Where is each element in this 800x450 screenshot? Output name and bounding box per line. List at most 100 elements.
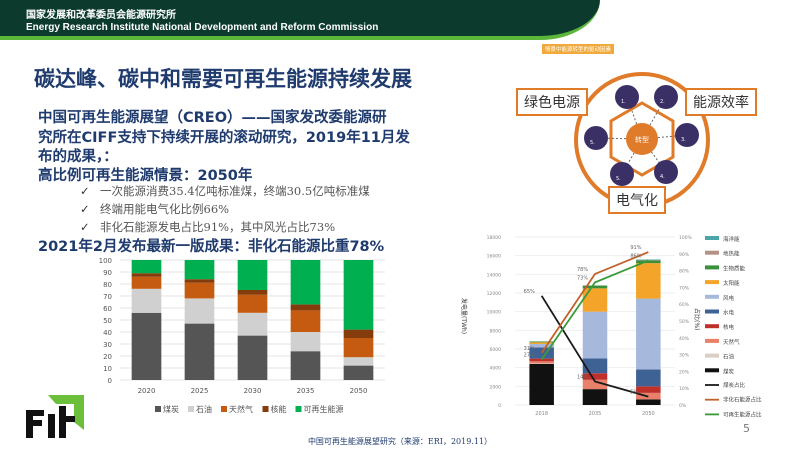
bar-segment-天然气: [184, 282, 215, 299]
bar-segment-煤炭: [529, 363, 554, 405]
bar-segment-石油: [237, 312, 268, 336]
legend-label: 核能: [271, 404, 287, 414]
bar-segment-天然气: [529, 361, 554, 364]
y2-tick-label: 80%: [679, 269, 690, 275]
y-tick-label: 100: [99, 257, 112, 265]
bullet-item: ✓ 一次能源消费35.4亿吨标准煤，终端30.5亿吨标准煤: [80, 183, 370, 199]
icon-number: 5.: [616, 176, 621, 182]
bar-segment-石油: [290, 332, 321, 352]
org-name-en: Energy Research Institute National Devel…: [26, 22, 379, 33]
legend-label: 天然气: [229, 404, 253, 414]
bar-segment-煤炭: [343, 365, 374, 380]
transition-diagram: 1. 2. 3. 4. 5. 5. 转型: [574, 72, 710, 208]
bar-segment-煤炭: [582, 389, 608, 405]
legend-label: 太阳能: [723, 279, 740, 287]
y-tick-label: 0: [108, 377, 112, 385]
y-tick-label: 30: [103, 341, 112, 349]
bar-segment-天然气: [290, 310, 321, 332]
y2-tick-label: 30%: [679, 353, 690, 359]
data-label: 91%: [630, 245, 641, 251]
y-tick-label: 10: [103, 365, 112, 373]
bar-segment-天然气: [131, 276, 162, 289]
bullet-text: 一次能源消费35.4亿吨标准煤，终端30.5亿吨标准煤: [100, 184, 370, 198]
bar-segment-太阳能: [582, 288, 608, 312]
y2-tick-label: 70%: [679, 285, 690, 291]
data-label: 86%: [630, 254, 641, 260]
x-tick-label: 2050: [350, 387, 368, 395]
y-tick-label: 70: [103, 293, 112, 301]
line-非化石能源占比: [540, 251, 649, 354]
legend-swatch: [221, 406, 227, 412]
legend-label: 石油: [723, 353, 735, 361]
legend-label: 煤炭: [723, 367, 735, 375]
legend-label: 可再生能源: [304, 404, 344, 414]
arrows-icon: [610, 162, 634, 186]
y-tick-label: 12000: [487, 291, 501, 297]
bar-segment-核能: [184, 279, 215, 283]
x-tick-label: 2035: [297, 387, 315, 395]
icon-number: 4.: [660, 174, 665, 180]
bar-segment-天然气: [343, 338, 374, 358]
bullet-item: ✓ 终端用能电气化比例66%: [80, 201, 229, 217]
eri-logo: [26, 395, 84, 438]
org-name-cn: 国家发展和改革委员会能源研究所: [26, 10, 176, 21]
y2-tick-label: 60%: [679, 302, 690, 308]
y2-tick-label: 0%: [679, 403, 687, 409]
x-tick-label: 2020: [138, 387, 156, 395]
bar-segment-煤炭: [636, 399, 661, 405]
coins-icon: [654, 160, 678, 184]
data-label: 5%: [630, 390, 638, 396]
data-label: 73%: [577, 275, 588, 281]
legend-swatch: [705, 250, 719, 255]
body-line: 布的成果，：: [38, 149, 118, 165]
x-tick-label: 2035: [589, 411, 602, 417]
bar-segment-煤炭: [184, 323, 215, 380]
bar-segment-核能: [343, 329, 374, 338]
legend-swatch: [705, 353, 719, 358]
legend-swatch: [705, 294, 719, 299]
center-circle: [626, 123, 658, 155]
legend-swatch: [705, 309, 719, 314]
bar-segment-核电: [582, 373, 608, 380]
bar-segment-生物质能: [636, 260, 661, 264]
bar-segment-可再生能源: [131, 260, 162, 274]
bar-segment-水电: [582, 358, 608, 374]
bar-segment-核能: [131, 273, 162, 277]
legend-swatch: [188, 406, 194, 412]
y-tick-label: 18000: [487, 235, 501, 241]
bar-segment-天然气: [582, 379, 608, 390]
bar-segment-煤炭: [237, 335, 268, 380]
bar-segment-生物质能: [582, 285, 608, 289]
legend-swatch: [262, 406, 269, 412]
bar-segment-石油: [184, 298, 215, 324]
header-banner: 国家发展和改革委员会能源研究所 Energy Research Institut…: [0, 0, 600, 40]
bullet-text: 非化石能源发电占比91%，其中风光占比73%: [100, 220, 336, 234]
check-icon: ✓: [80, 184, 90, 198]
legend-swatch: [705, 265, 719, 270]
y-tick-label: 16000: [487, 254, 501, 260]
x-tick-label: 2030: [244, 387, 262, 395]
label-green-power: 绿色电源: [516, 88, 588, 116]
scenario-heading: 高比例可再生能源情景：2050年: [38, 168, 253, 184]
bar-segment-风电: [636, 298, 661, 370]
power-generation-chart: 0 2000 4000 6000 8000 10000 12000 14000 16000 180…: [460, 235, 762, 418]
bullet-item: ✓ 非化石能源发电占比91%，其中风光占比73%: [80, 219, 335, 235]
bar-segment-可再生能源: [343, 260, 374, 330]
legend-label: 石油: [196, 404, 212, 414]
legend-swatch: [155, 406, 161, 412]
icon-number: 3.: [681, 137, 686, 143]
legend-label: 天然气: [723, 338, 740, 346]
bar-segment-太阳能: [529, 342, 554, 344]
y-tick-label: 60: [103, 305, 112, 313]
legend-label: 可再生能源占比: [723, 410, 762, 418]
bar-segment-石油: [343, 357, 374, 366]
legend-swatch: [705, 236, 719, 240]
bar-segment-天然气: [237, 294, 268, 313]
icon-number: 2.: [660, 99, 665, 105]
legend-label: 非化石能源占比: [723, 396, 762, 404]
body-line: 究所在CIFF支持下持续开展的滚动研究，2019年11月发: [38, 130, 410, 146]
wind-turbine-icon: [615, 85, 639, 109]
y2-tick-label: 90%: [679, 252, 690, 258]
spoke-line: [641, 138, 667, 173]
bar-segment-水电: [636, 369, 661, 387]
